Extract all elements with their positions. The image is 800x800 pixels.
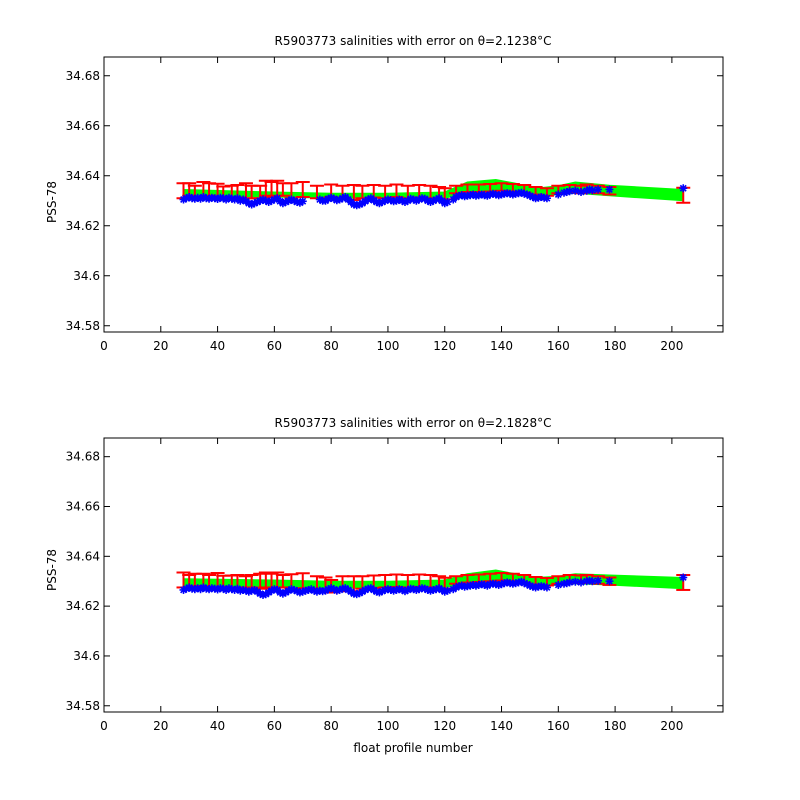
x-tick-label: 120: [433, 719, 456, 733]
data-point: [182, 584, 191, 593]
y-tick-label: 34.66: [66, 500, 100, 514]
x-tick-label: 80: [324, 339, 339, 353]
x-tick-label: 60: [267, 339, 282, 353]
x-tick-label: 200: [660, 339, 683, 353]
data-point: [679, 573, 688, 582]
y-tick-label: 34.64: [66, 169, 100, 183]
y-axis-label: PSS-78: [45, 181, 59, 223]
data-point: [554, 190, 563, 199]
data-point: [452, 583, 461, 592]
y-tick-label: 34.62: [66, 219, 100, 233]
data-point: [443, 586, 452, 595]
y-tick-label: 34.58: [66, 319, 100, 333]
data-point: [247, 200, 256, 209]
error-bar: [295, 181, 310, 198]
y-axis-label: PSS-78: [45, 549, 59, 591]
x-tick-label: 40: [210, 339, 225, 353]
y-tick-label: 34.68: [66, 69, 100, 83]
axes-frame: [103, 56, 724, 333]
x-tick-label: 200: [660, 719, 683, 733]
y-axis-ticks: 34.58 34.6 34.62 34.64 34.66 34.68: [66, 69, 723, 333]
plot-area: 0 20 40 60 80 100 120 140 160 180 200 34.58 34.6 34.6…: [66, 437, 724, 733]
y-tick-label: 34.6: [73, 269, 100, 283]
float-salinity-points: [179, 184, 688, 210]
data-point: [542, 583, 551, 592]
x-tick-label: 180: [604, 719, 627, 733]
chart-top: R5903773 salinities with error on θ=2.12…: [45, 34, 724, 353]
x-tick-label: 140: [490, 719, 513, 733]
data-point: [605, 185, 614, 194]
y-tick-label: 34.64: [66, 549, 100, 563]
x-tick-label: 80: [324, 719, 339, 733]
data-point: [542, 194, 551, 203]
x-tick-label: 100: [376, 339, 399, 353]
plot-area: 0 20 40 60 80 100 120 140 160 180 200 34.58 34.6 34.6…: [66, 56, 724, 353]
x-axis-ticks: 0 20 40 60 80 100 120 140 160 180 200: [100, 438, 683, 733]
x-tick-label: 120: [433, 339, 456, 353]
float-salinity-points: [179, 573, 688, 599]
x-axis-ticks: 0 20 40 60 80 100 120 140 160 180 200: [100, 57, 683, 353]
data-point: [224, 584, 233, 593]
x-tick-label: 100: [376, 719, 399, 733]
x-tick-label: 60: [267, 719, 282, 733]
data-point: [565, 578, 574, 587]
y-tick-label: 34.68: [66, 450, 100, 464]
x-tick-label: 180: [604, 339, 627, 353]
x-tick-label: 140: [490, 339, 513, 353]
data-point: [594, 185, 603, 194]
x-tick-label: 20: [153, 339, 168, 353]
y-tick-label: 34.58: [66, 699, 100, 713]
x-tick-label: 0: [100, 339, 108, 353]
x-tick-label: 20: [153, 719, 168, 733]
data-point: [298, 197, 307, 206]
chart-title: R5903773 salinities with error on θ=2.18…: [275, 416, 552, 430]
chart-bottom: R5903773 salinities with error on θ=2.18…: [45, 416, 724, 755]
y-axis-ticks: 34.58 34.6 34.62 34.64 34.66 34.68: [66, 450, 723, 713]
y-tick-label: 34.66: [66, 119, 100, 133]
data-point: [577, 188, 586, 196]
x-axis-label: float profile number: [353, 741, 472, 755]
data-point: [594, 576, 603, 585]
data-point: [577, 578, 586, 587]
data-point: [554, 580, 563, 589]
x-tick-label: 160: [547, 719, 570, 733]
data-point: [571, 186, 580, 195]
chart-title: R5903773 salinities with error on θ=2.12…: [275, 34, 552, 48]
x-tick-label: 160: [547, 339, 570, 353]
y-tick-label: 34.62: [66, 599, 100, 613]
x-tick-label: 0: [100, 719, 108, 733]
axes-frame: [103, 437, 724, 713]
y-tick-label: 34.6: [73, 649, 100, 663]
x-tick-label: 40: [210, 719, 225, 733]
data-point: [520, 579, 529, 588]
data-point: [605, 577, 614, 586]
data-point: [679, 184, 688, 193]
